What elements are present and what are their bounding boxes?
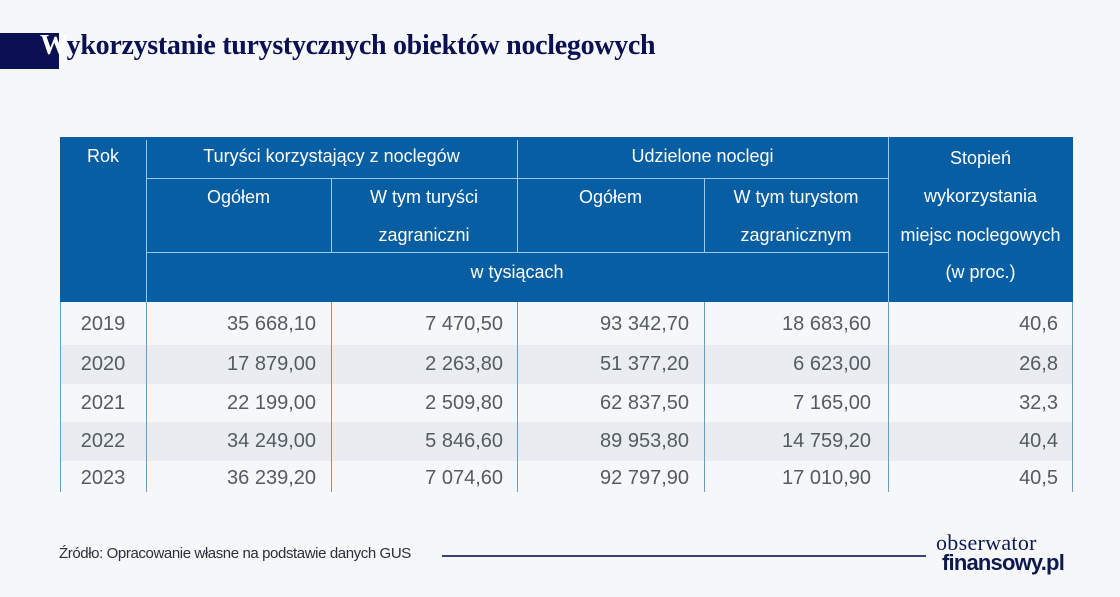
cell-tourists-total: 17 879,00 (227, 353, 316, 375)
cell-rate: 40,6 (1019, 313, 1058, 335)
header-tourists-foreign-l2: zagraniczni (378, 225, 470, 245)
cell-year: 2019 (80, 313, 126, 335)
header-divider (517, 140, 518, 252)
cell-nights-foreign: 6 623,00 (793, 353, 871, 375)
cell-year: 2023 (80, 467, 126, 489)
column-divider (517, 302, 518, 492)
cell-year: 2021 (80, 392, 126, 414)
title-accent-bar (0, 33, 59, 69)
cell-nights-foreign: 7 165,00 (793, 392, 871, 414)
cell-tourists-total: 35 668,10 (227, 313, 316, 335)
header-divider (146, 140, 147, 302)
header-divider (146, 178, 888, 179)
cell-tourists-total: 36 239,20 (227, 467, 316, 489)
table-header: Rok Turyści korzystający z noclegów Udzi… (60, 137, 1073, 302)
brand-logo: obserwator finansowy.pl (936, 530, 1065, 575)
header-group-tourists: Turyści korzystający z noclegów (203, 146, 460, 166)
cell-rate: 40,4 (1019, 430, 1058, 452)
header-nights-foreign-l1: W tym turystom (733, 187, 859, 207)
cell-tourists-foreign: 7 074,60 (425, 467, 503, 489)
header-divider (331, 178, 332, 252)
table-row: 2022 34 249,00 5 846,60 89 953,80 14 759… (60, 422, 1073, 461)
cell-year: 2022 (80, 430, 126, 452)
column-divider (704, 302, 705, 492)
table-row: 2019 35 668,10 7 470,50 93 342,70 18 683… (60, 302, 1073, 345)
cell-tourists-foreign: 7 470,50 (425, 313, 503, 335)
cell-rate: 32,3 (1019, 392, 1058, 414)
footer-rule (442, 555, 926, 557)
cell-year: 2020 (80, 353, 126, 375)
header-nights-foreign-l2: zagranicznym (740, 225, 852, 245)
header-divider (146, 252, 888, 253)
cell-nights-total: 51 377,20 (600, 353, 689, 375)
logo-line2: finansowy.pl (942, 550, 1065, 575)
cell-nights-foreign: 18 683,60 (782, 313, 871, 335)
logo-line1: obserwator (936, 530, 1037, 555)
cell-nights-total: 62 837,50 (600, 392, 689, 414)
cell-rate: 26,8 (1019, 353, 1058, 375)
header-rate-l1: Stopień (949, 148, 1012, 168)
header-tourists-foreign-l1: W tym turyści (370, 187, 478, 207)
cell-tourists-foreign: 2 509,80 (425, 392, 503, 414)
cell-rate: 40,5 (1019, 467, 1058, 489)
column-divider (146, 302, 147, 492)
header-group-nights: Udzielone noclegi (631, 146, 774, 166)
data-table: Rok Turyści korzystający z noclegów Udzi… (60, 137, 1073, 492)
header-rate-l2: wykorzystania (923, 186, 1038, 206)
cell-tourists-foreign: 5 846,60 (425, 430, 503, 452)
cell-nights-foreign: 14 759,20 (782, 430, 871, 452)
cell-nights-total: 93 342,70 (600, 313, 689, 335)
page-title: Wykorzystanie turystycznych obiektów noc… (40, 30, 656, 62)
column-divider (60, 302, 61, 492)
header-divider (888, 137, 889, 302)
column-divider (1072, 302, 1073, 492)
cell-tourists-foreign: 2 263,80 (425, 353, 503, 375)
table-row: 2021 22 199,00 2 509,80 62 837,50 7 165,… (60, 384, 1073, 422)
header-rok: Rok (86, 146, 119, 166)
header-rate-l3: miejsc noclegowych (900, 225, 1061, 245)
table-row: 2020 17 879,00 2 263,80 51 377,20 6 623,… (60, 345, 1073, 384)
header-unit: w tysiącach (470, 262, 564, 282)
title-rest: ykorzystanie turystycznych obiektów nocl… (66, 30, 656, 61)
cell-nights-total: 89 953,80 (600, 430, 689, 452)
table-row: 2023 36 239,20 7 074,60 92 797,90 17 010… (60, 461, 1073, 492)
source-note: Źródło: Opracowanie własne na podstawie … (59, 545, 411, 562)
cell-nights-total: 92 797,90 (600, 467, 689, 489)
header-nights-total: Ogółem (578, 187, 643, 207)
cell-tourists-total: 34 249,00 (227, 430, 316, 452)
title-first-letter: W (40, 30, 67, 61)
header-rate-l4: (w proc.) (945, 262, 1016, 282)
column-divider (331, 302, 332, 492)
column-divider (888, 302, 889, 492)
cell-nights-foreign: 17 010,90 (782, 467, 871, 489)
header-divider (704, 178, 705, 252)
cell-tourists-total: 22 199,00 (227, 392, 316, 414)
header-tourists-total: Ogółem (206, 187, 271, 207)
